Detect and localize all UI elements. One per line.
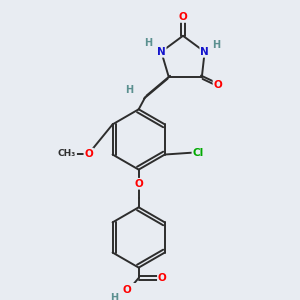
Text: O: O bbox=[122, 285, 131, 295]
Text: N: N bbox=[157, 47, 166, 57]
Text: O: O bbox=[158, 273, 167, 283]
Text: O: O bbox=[84, 148, 93, 159]
Text: H: H bbox=[144, 38, 152, 48]
Text: H: H bbox=[110, 293, 118, 300]
Text: N: N bbox=[200, 47, 209, 57]
Text: Cl: Cl bbox=[192, 148, 204, 158]
Text: H: H bbox=[212, 40, 220, 50]
Text: CH₃: CH₃ bbox=[58, 149, 76, 158]
Text: O: O bbox=[214, 80, 222, 90]
Text: O: O bbox=[134, 179, 143, 189]
Text: O: O bbox=[178, 12, 188, 22]
Text: H: H bbox=[125, 85, 133, 94]
